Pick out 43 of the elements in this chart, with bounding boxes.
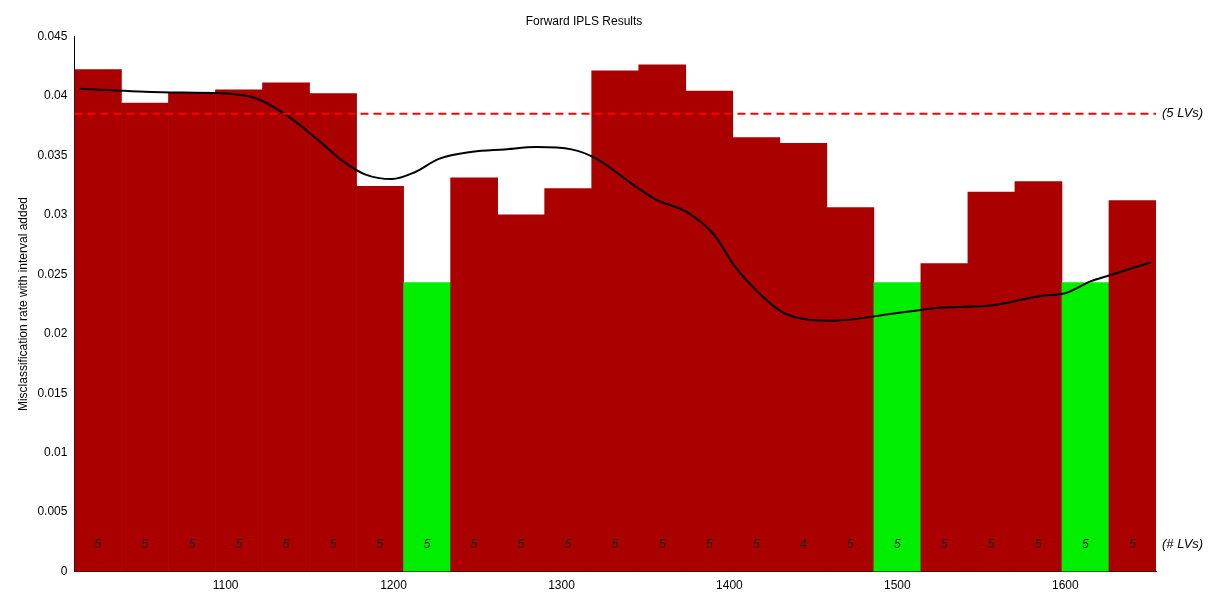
x-tick-label: 1600 [1051, 578, 1079, 593]
annotation: 4 [799, 536, 807, 551]
y-tick-label: 0.01 [44, 444, 68, 459]
annotation: 5 [846, 536, 854, 551]
annotation: 5 [1129, 536, 1137, 551]
y-tick-label: 0.04 [44, 88, 68, 103]
annotation: 5 [94, 536, 102, 551]
y-tick-label: 0.02 [44, 326, 68, 341]
text: (# LVs) [1162, 536, 1204, 552]
annotation: 5 [141, 536, 149, 551]
x-tick-label: 1100 [212, 578, 239, 593]
annotation: 5 [988, 536, 996, 551]
y-tick-label: 0.045 [37, 28, 68, 43]
y-tick-label: 0 [60, 563, 68, 578]
annotation: 5 [470, 536, 478, 551]
x-tick-label: 1300 [548, 578, 576, 593]
chart-title: Forward IPLS Results [525, 13, 643, 28]
y-axis-title: Misclassification rate with interval added [15, 196, 30, 412]
y-tick-label: 0.03 [44, 207, 68, 222]
annotation: 5 [517, 536, 525, 551]
annotation: 5 [329, 536, 337, 551]
y-tick-label: 0.015 [37, 385, 68, 400]
annotation: 5 [658, 536, 666, 551]
x-tick-label: 1400 [716, 578, 744, 593]
annotation: 5 [941, 536, 949, 551]
annotation: 5 [423, 536, 431, 551]
annotation: 5 [235, 536, 243, 551]
x-tick-label: 1500 [884, 578, 912, 593]
y-tick-label: 0.005 [37, 504, 68, 519]
y-tick-label: 0.025 [37, 266, 68, 281]
x-tick-label: 1200 [380, 578, 408, 593]
annotation: 5 [705, 536, 713, 551]
annotation: 5 [752, 536, 760, 551]
annotation: 5 [894, 536, 902, 551]
annotation: 5 [1035, 536, 1043, 551]
annotation: 5 [282, 536, 290, 551]
annotation: 5 [376, 536, 384, 551]
annotation: 5 [1082, 536, 1090, 551]
y-tick-label: 0.035 [37, 147, 68, 162]
ref-line-label: (5 LVs) [1162, 105, 1204, 121]
annotation: 5 [188, 536, 196, 551]
annotation: 5 [611, 536, 619, 551]
annotation: 5 [564, 536, 572, 551]
